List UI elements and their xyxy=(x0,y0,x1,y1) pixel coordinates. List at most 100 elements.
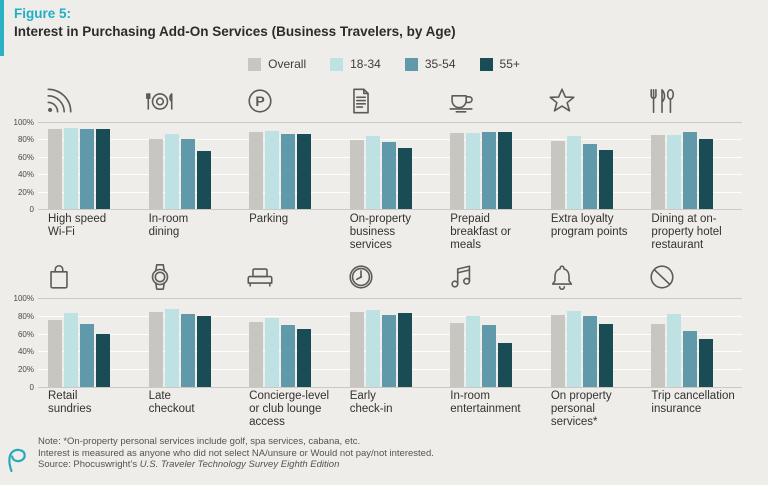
chart-group xyxy=(340,122,441,209)
plot-area xyxy=(38,298,742,388)
bar-35-54 xyxy=(683,132,698,209)
bar-18-34 xyxy=(466,315,481,387)
bar-18-34 xyxy=(64,313,78,387)
bar-18-34 xyxy=(265,130,280,209)
footnote-line-2: Interest is measured as anyone who did n… xyxy=(38,447,434,459)
bar-18-34 xyxy=(265,317,280,387)
footnote-line-1: Note: *On-property personal services inc… xyxy=(38,436,361,447)
category-label: On property personal services* xyxy=(550,390,612,428)
category-label: In-room dining xyxy=(148,213,189,238)
bar-35-54 xyxy=(482,132,497,209)
bar-18-34 xyxy=(566,311,581,387)
y-tick-label: 80% xyxy=(17,311,34,321)
chart-group xyxy=(541,122,642,209)
bar-overall xyxy=(48,320,62,387)
coffee-cup-icon xyxy=(446,86,476,116)
svg-text:P: P xyxy=(255,93,264,109)
bar-35-54 xyxy=(80,323,94,387)
accent-bar xyxy=(0,0,4,56)
legend-label: 35-54 xyxy=(424,57,456,71)
bar-overall xyxy=(651,323,666,387)
chart-group xyxy=(139,298,240,387)
chart-group xyxy=(541,298,642,387)
music-notes-icon xyxy=(446,262,476,292)
chart-group xyxy=(641,122,742,209)
bar-55- xyxy=(397,148,412,209)
legend-swatch xyxy=(330,57,344,71)
category-label: Trip cancellation insurance xyxy=(651,390,735,415)
figure-title: Interest in Purchasing Add-On Services (… xyxy=(14,24,456,39)
bar-18-34 xyxy=(667,135,682,209)
bar-18-34 xyxy=(566,135,581,209)
bar-35-54 xyxy=(281,324,296,387)
figure-label: Figure 5: xyxy=(14,6,72,21)
bar-overall xyxy=(349,312,364,387)
bar-55- xyxy=(598,323,613,387)
gridline xyxy=(38,139,742,141)
legend-label: 18-34 xyxy=(350,57,381,71)
phocuswright-logo xyxy=(6,446,28,474)
y-tick-label: 20% xyxy=(17,187,34,197)
bar-55- xyxy=(96,333,110,387)
wifi-icon xyxy=(44,86,74,116)
gridline xyxy=(38,298,742,299)
bar-55- xyxy=(699,338,714,387)
star-icon xyxy=(547,86,577,116)
document-icon xyxy=(346,86,376,116)
bar-18-34 xyxy=(466,133,481,209)
bar-cluster xyxy=(349,135,412,209)
no-sign-icon xyxy=(647,262,677,292)
category-label: Extra loyalty program points xyxy=(550,213,628,238)
y-axis: 100% 80% 60% 40% 20% 0 xyxy=(0,118,34,214)
y-tick-label: 40% xyxy=(17,347,34,357)
chart-group xyxy=(641,298,742,387)
clock-icon xyxy=(346,262,376,292)
bar-18-34 xyxy=(164,308,179,387)
chart-group xyxy=(440,122,541,209)
room-service-icon xyxy=(145,86,175,116)
y-tick-label: 20% xyxy=(17,365,34,375)
bar-35-54 xyxy=(381,142,396,209)
category-label: On-property business services xyxy=(349,213,412,251)
bar-55- xyxy=(96,128,110,209)
plot-area xyxy=(38,122,742,210)
bar-55- xyxy=(498,132,513,209)
y-tick-label: 60% xyxy=(17,152,34,162)
bar-55- xyxy=(297,329,312,387)
gridline xyxy=(38,387,742,388)
bar-cluster xyxy=(48,128,110,209)
legend-label: 55+ xyxy=(499,57,520,71)
category-label: Dining at on- property hotel restaurant xyxy=(651,213,722,251)
footnote: Note: *On-property personal services inc… xyxy=(38,436,434,471)
y-tick-label: 0 xyxy=(29,383,34,392)
y-tick-label: 80% xyxy=(17,135,34,145)
bar-overall xyxy=(249,132,264,209)
legend-swatch xyxy=(248,57,262,71)
legend-item-overall: Overall xyxy=(248,57,306,71)
chart-group xyxy=(38,298,139,387)
chart-group xyxy=(340,298,441,387)
category-label: Early check-in xyxy=(349,390,393,415)
icons-strip xyxy=(38,262,742,296)
bar-35-54 xyxy=(381,314,396,387)
bar-55- xyxy=(397,313,412,387)
shopping-bag-icon xyxy=(44,262,74,292)
bar-55- xyxy=(196,315,211,387)
bar-35-54 xyxy=(80,128,94,209)
bar-35-54 xyxy=(582,143,597,209)
bar-cluster xyxy=(349,310,412,387)
bar-cluster xyxy=(651,132,714,209)
bar-overall xyxy=(48,128,62,209)
bar-35-54 xyxy=(180,139,195,209)
bar-overall xyxy=(550,314,565,387)
bar-18-34 xyxy=(64,128,78,209)
bar-cluster xyxy=(651,314,714,387)
watch-icon xyxy=(145,262,175,292)
category-label: Parking xyxy=(249,213,289,225)
bar-cluster xyxy=(550,135,613,209)
legend-swatch xyxy=(479,57,493,71)
chart-group xyxy=(239,122,340,209)
bar-overall xyxy=(651,135,666,209)
bar-cluster xyxy=(450,132,513,209)
category-label: High speed Wi-Fi xyxy=(48,213,107,238)
